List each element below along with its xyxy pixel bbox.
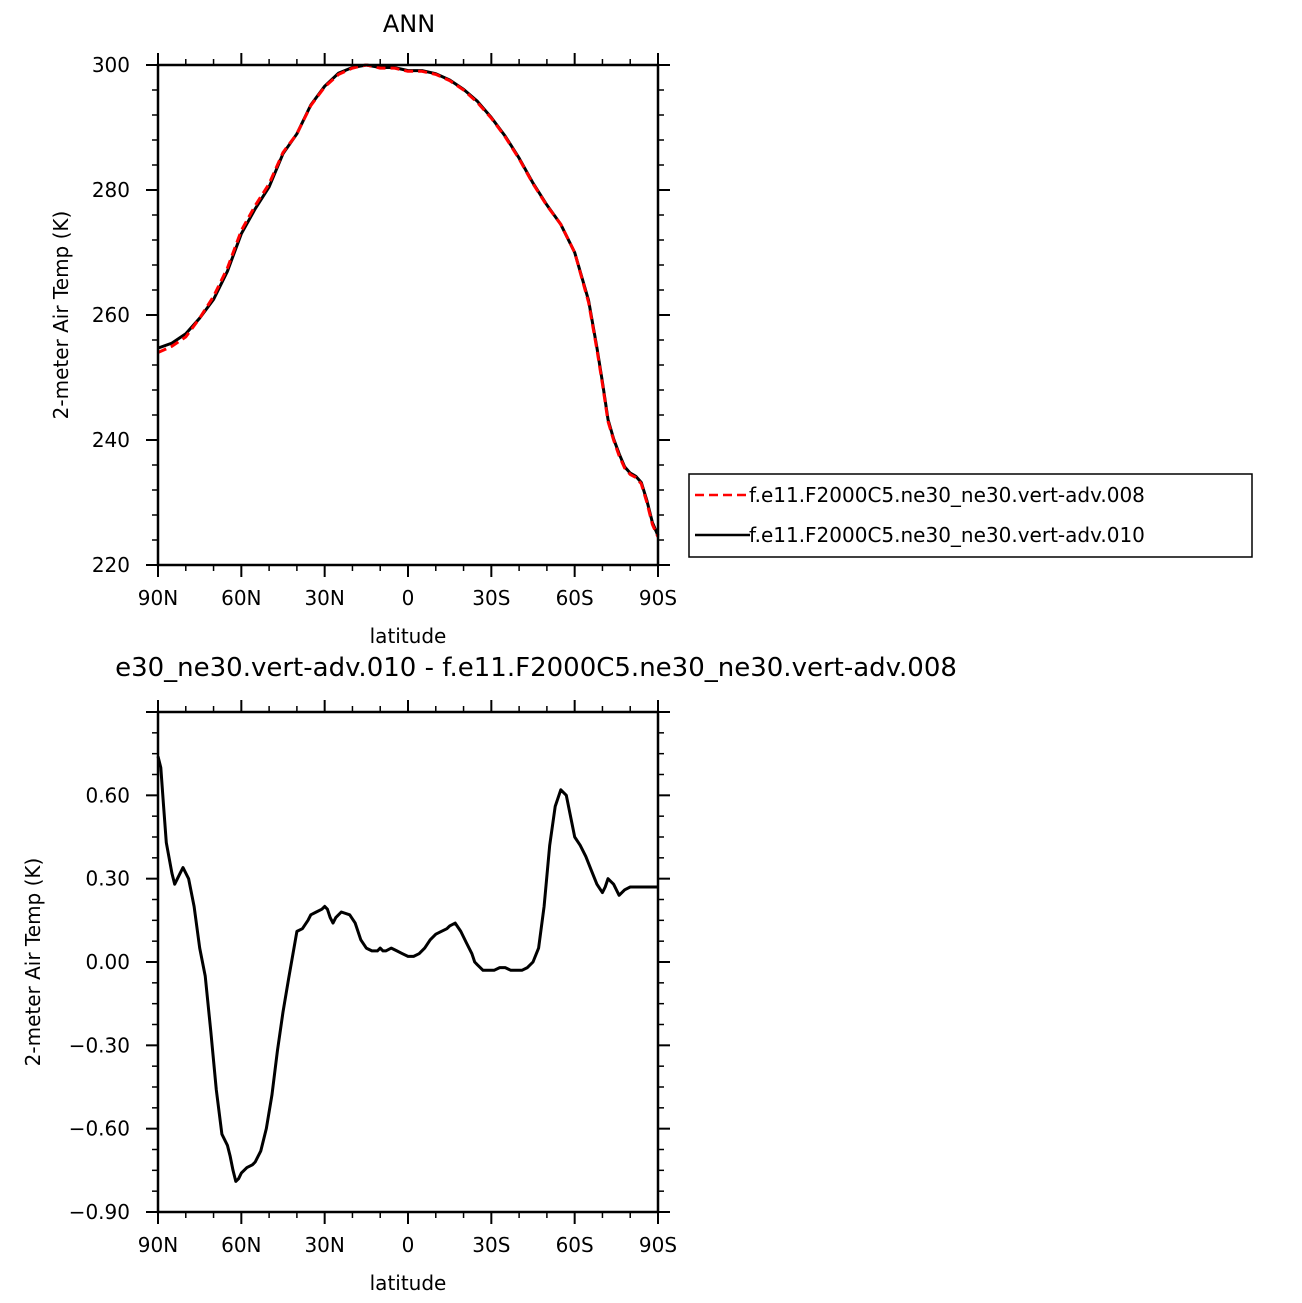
top-xtick-label: 60S (556, 586, 594, 610)
bottom-xtick-label: 90N (138, 1233, 178, 1257)
top-ytick-label: 220 (92, 553, 130, 577)
bottom-plot-frame (156, 710, 660, 1214)
top-plot-frame (156, 63, 660, 567)
top-panel: ANN 90N 60N 30N 0 30S 60S 90S 220 240 260 280 300 l… (49, 10, 1253, 648)
bottom-chart-title: e30_ne30.vert-adv.010 - f.e11.F2000C5.ne… (115, 653, 957, 683)
bottom-ytick-label: −0.30 (69, 1033, 130, 1057)
top-chart-title: ANN (383, 10, 435, 38)
legend-label-008: f.e11.F2000C5.ne30_ne30.vert-adv.008 (749, 483, 1145, 507)
bottom-series-lines (156, 756, 658, 1183)
bottom-ytick-label: −0.90 (69, 1200, 130, 1224)
top-xtick-label: 90N (138, 586, 178, 610)
top-xtick-label: 30S (472, 586, 510, 610)
top-series-line-1 (157, 63, 660, 537)
top-x-axis-label: latitude (370, 624, 447, 648)
bottom-panel: e30_ne30.vert-adv.010 - f.e11.F2000C5.ne… (21, 653, 957, 1295)
top-y-axis-label: 2-meter Air Temp (K) (49, 211, 73, 420)
legend-label-010: f.e11.F2000C5.ne30_ne30.vert-adv.010 (749, 523, 1145, 547)
bottom-ytick-label: 0.00 (85, 950, 130, 974)
bottom-ytick-label: −0.60 (69, 1117, 130, 1141)
top-xtick-label: 90S (639, 586, 677, 610)
bottom-y-axis-label: 2-meter Air Temp (K) (21, 858, 45, 1067)
bottom-xtick-label: 90S (639, 1233, 677, 1257)
bottom-ticks: 90N 60N 30N 0 30S 60S 90S −0.90 −0.60 −0.30 0.00 0.… (69, 700, 677, 1257)
top-xtick-label: 30N (304, 586, 344, 610)
top-ytick-label: 240 (92, 428, 130, 452)
top-ticks: 90N 60N 30N 0 30S 60S 90S 220 240 260 280 300 (92, 53, 677, 610)
bottom-xtick-label: 60S (556, 1233, 594, 1257)
top-ytick-label: 280 (92, 178, 130, 202)
bottom-xtick-label: 30S (472, 1233, 510, 1257)
legend: f.e11.F2000C5.ne30_ne30.vert-adv.008 f.e… (688, 473, 1253, 558)
bottom-ytick-label: 0.60 (85, 783, 130, 807)
bottom-ytick-label: 0.30 (85, 867, 130, 891)
top-series-line-0 (157, 63, 660, 538)
top-xtick-label: 0 (402, 586, 415, 610)
bottom-xtick-label: 60N (221, 1233, 261, 1257)
top-xtick-label: 60N (221, 586, 261, 610)
top-ytick-label: 260 (92, 303, 130, 327)
bottom-series-line-0 (156, 756, 658, 1183)
legend-box (688, 473, 1253, 558)
top-ytick-label: 300 (92, 53, 130, 77)
bottom-xtick-label: 0 (402, 1233, 415, 1257)
bottom-x-axis-label: latitude (370, 1271, 447, 1295)
bottom-xtick-label: 30N (304, 1233, 344, 1257)
top-series-lines (157, 63, 660, 538)
